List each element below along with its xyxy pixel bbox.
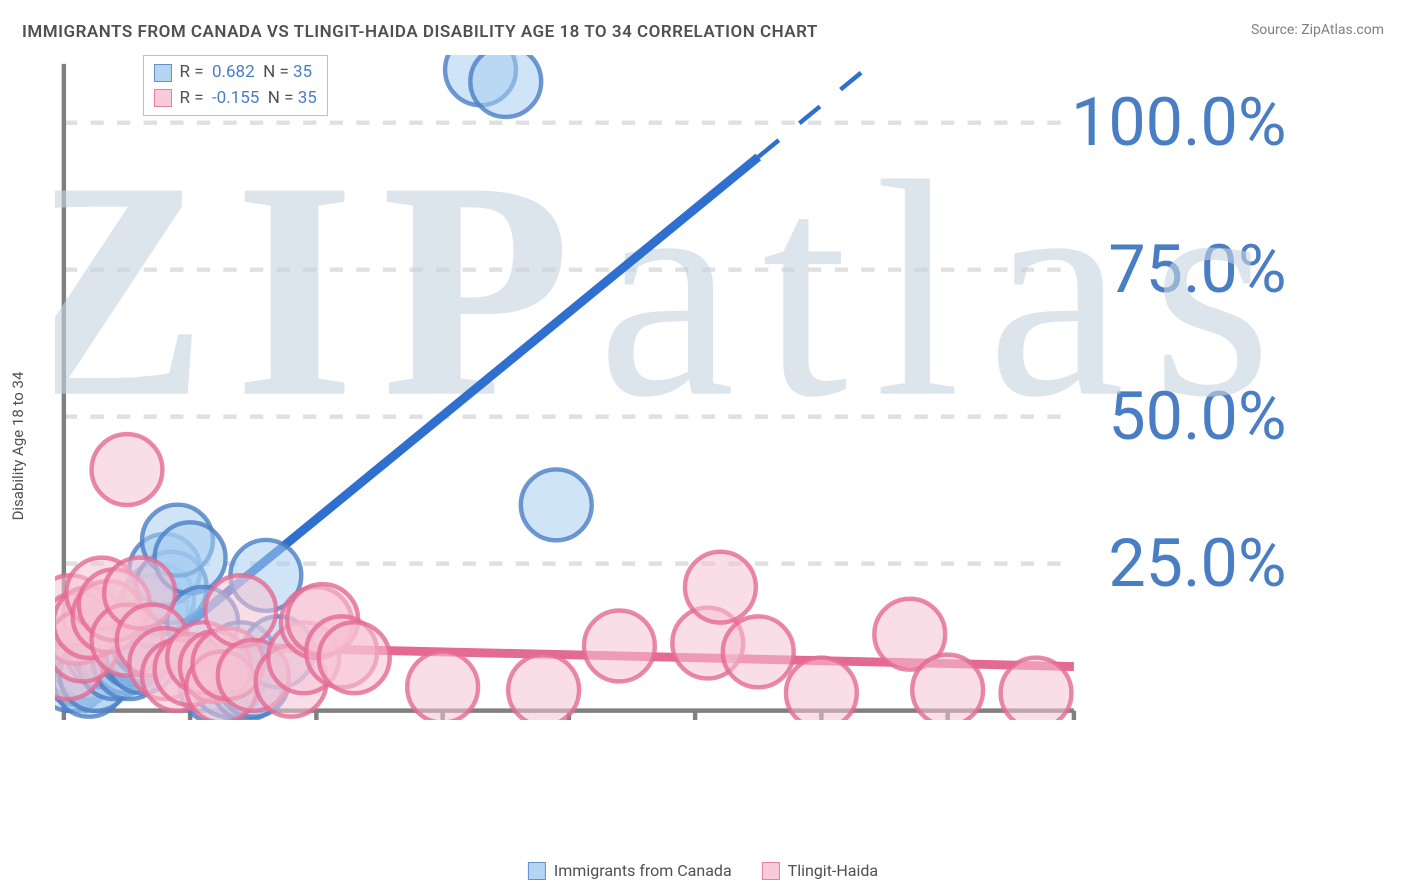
legend-swatch bbox=[528, 862, 546, 880]
legend-item: Immigrants from Canada bbox=[528, 861, 732, 880]
legend-swatch bbox=[762, 862, 780, 880]
scatter-plot: 25.0%50.0%75.0%100.0%0.0%80.0%ZIPatlas bbox=[55, 55, 1384, 720]
legend: Immigrants from Canada Tlingit-Haida bbox=[528, 861, 878, 880]
svg-text:25.0%: 25.0% bbox=[1108, 525, 1286, 603]
y-axis-label: Disability Age 18 to 34 bbox=[9, 372, 27, 521]
stats-swatch bbox=[154, 64, 172, 82]
legend-label: Immigrants from Canada bbox=[554, 861, 732, 880]
stats-text: R = -0.155 N = 35 bbox=[180, 86, 317, 112]
source-credit: Source: ZipAtlas.com bbox=[1251, 22, 1384, 38]
stats-text: R = 0.682 N = 35 bbox=[180, 60, 313, 86]
legend-item: Tlingit-Haida bbox=[762, 861, 878, 880]
legend-label: Tlingit-Haida bbox=[788, 861, 878, 880]
stats-box: R = 0.682 N = 35R = -0.155 N = 35 bbox=[143, 55, 328, 116]
stats-swatch bbox=[154, 89, 172, 107]
svg-text:ZIPatlas: ZIPatlas bbox=[55, 119, 1299, 462]
chart-title: IMMIGRANTS FROM CANADA VS TLINGIT-HAIDA … bbox=[22, 22, 818, 42]
